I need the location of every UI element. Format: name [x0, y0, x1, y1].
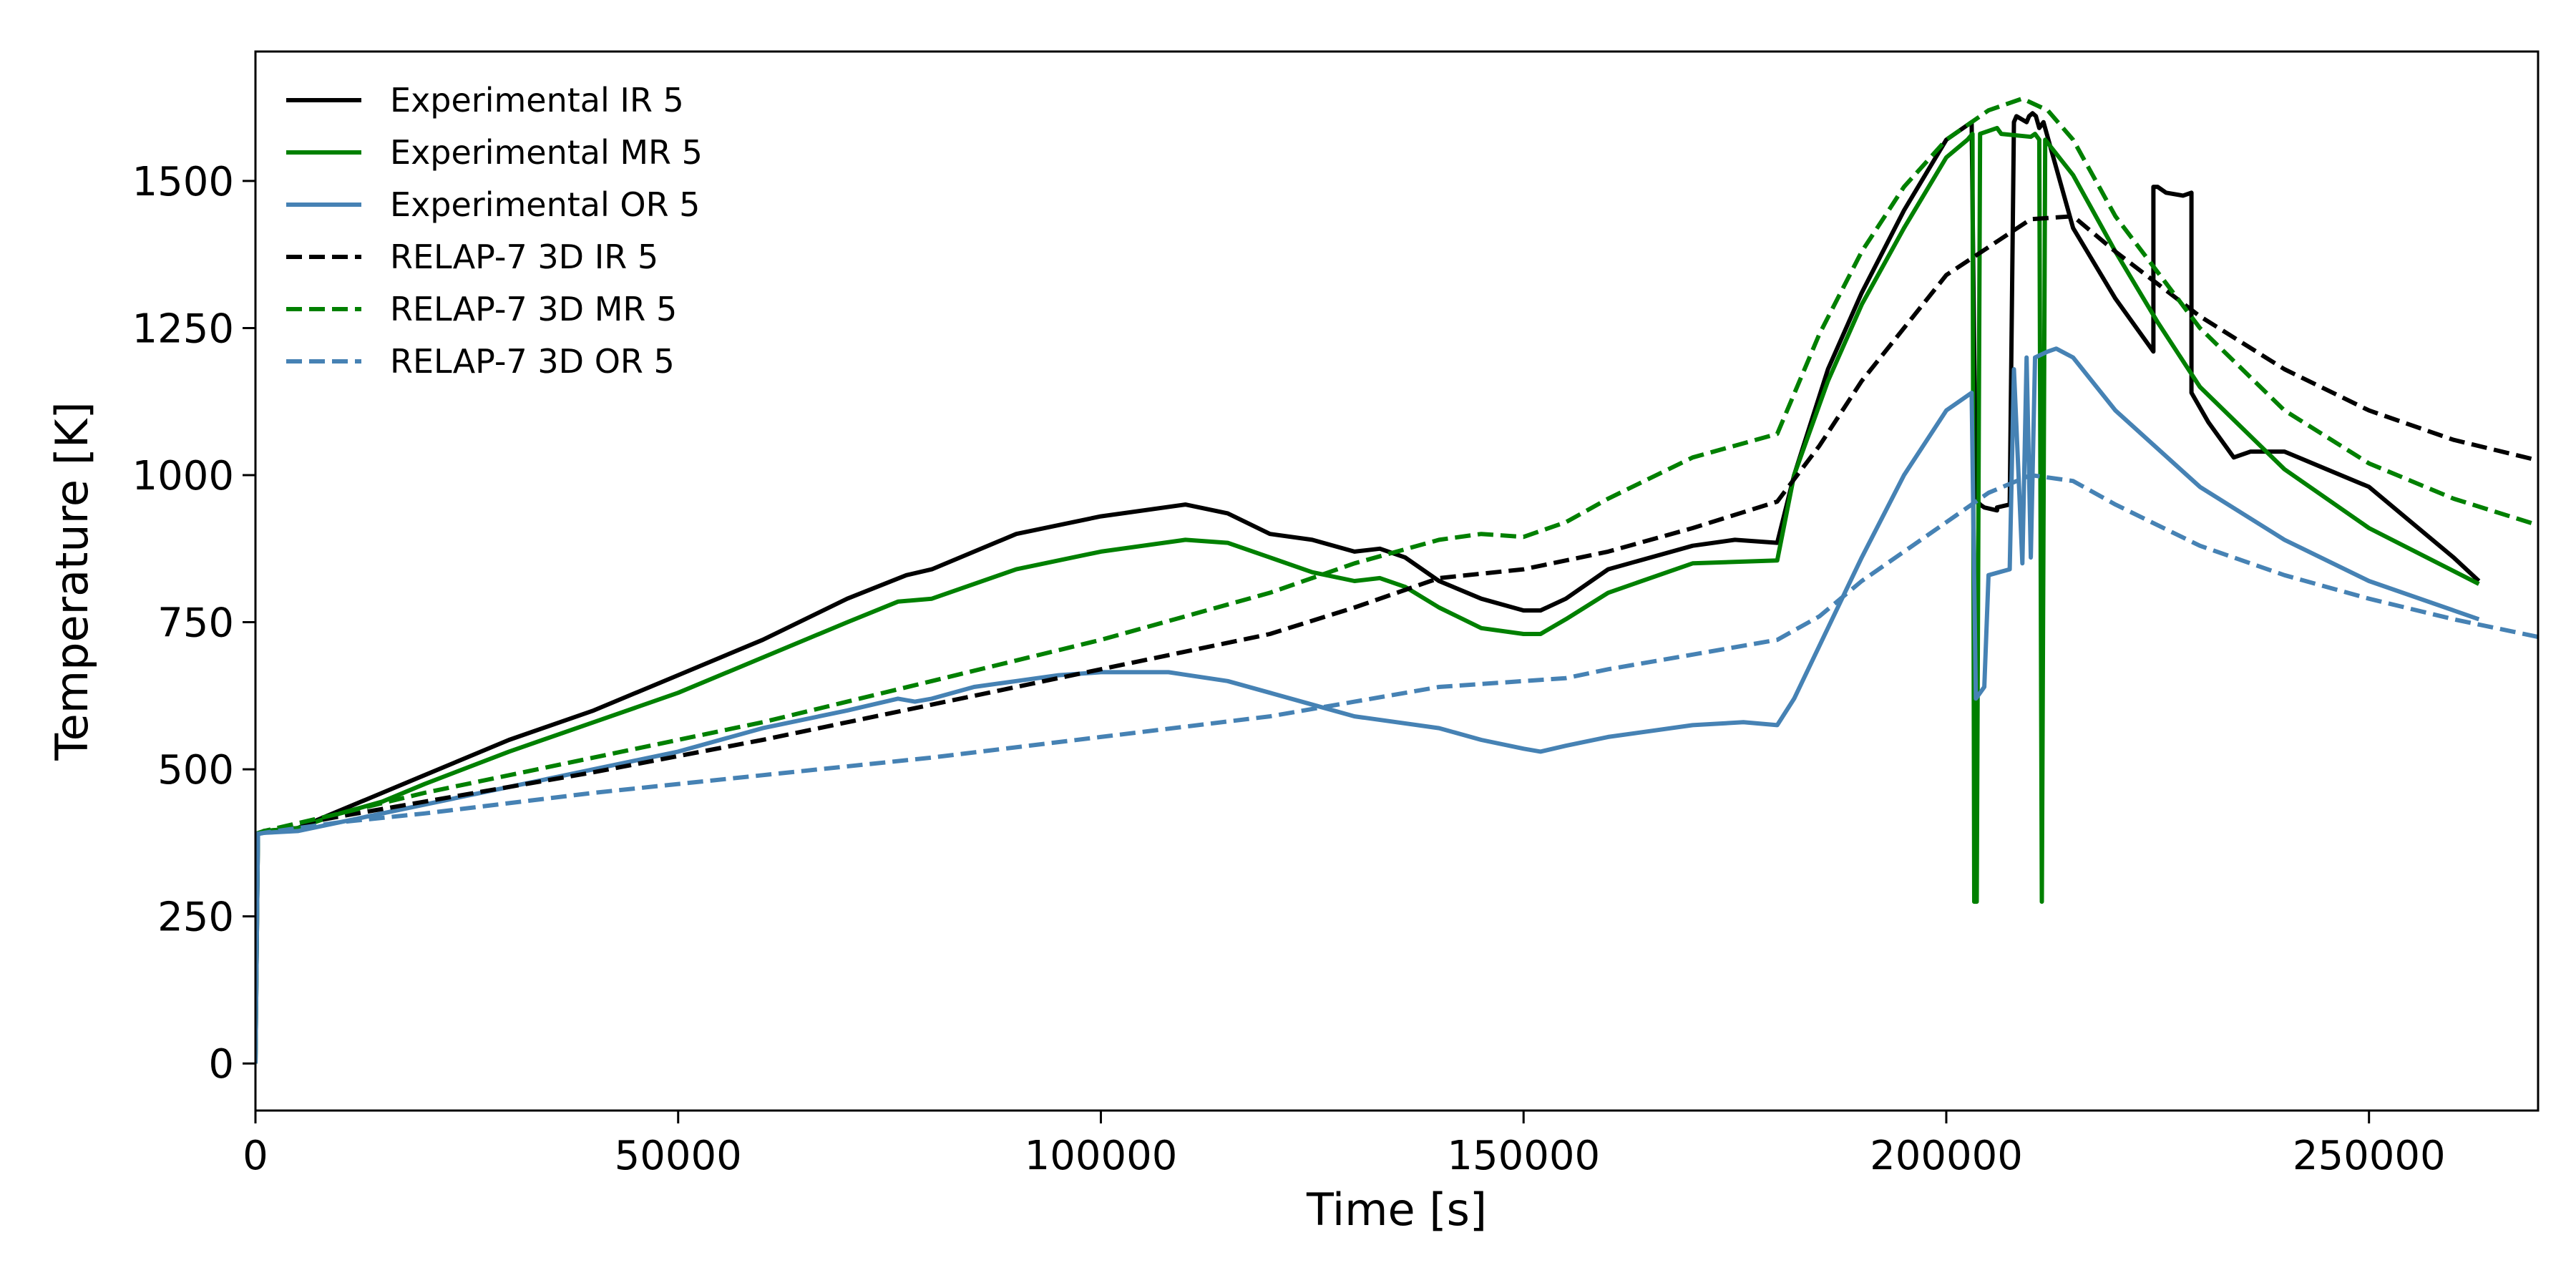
x-tick-label: 50000: [615, 1133, 742, 1179]
x-tick-label: 250000: [2293, 1133, 2446, 1179]
y-tick-label: 1250: [132, 306, 234, 352]
y-tick-label: 0: [208, 1041, 234, 1088]
legend-label-experimental-or-5: Experimental OR 5: [390, 185, 700, 224]
legend-label-relap-7-3d-ir-5: RELAP-7 3D IR 5: [390, 238, 658, 276]
series-line-relap-7-3d-ir-5: [255, 214, 2538, 836]
y-tick-label: 500: [157, 747, 234, 794]
y-axis-ticks: 0 250 500 750 1000 1250 1500: [132, 159, 255, 1088]
y-tick-label: 750: [157, 600, 234, 647]
x-axis-ticks: 0 50000 100000 150000 200000 250000: [243, 1111, 2446, 1179]
x-tick-label: 100000: [1025, 1133, 1178, 1179]
y-axis-label: Temperature [K]: [46, 401, 98, 761]
y-tick-label: 250: [157, 894, 234, 941]
series-line-relap-7-3d-mr-5: [255, 96, 2538, 836]
x-tick-label: 150000: [1447, 1133, 1600, 1179]
legend-label-experimental-ir-5: Experimental IR 5: [390, 81, 684, 119]
legend-label-experimental-mr-5: Experimental MR 5: [390, 133, 703, 172]
series-line-experimental-ir-5: [255, 111, 2481, 1064]
legend-label-relap-7-3d-mr-5: RELAP-7 3D MR 5: [390, 290, 677, 328]
x-tick-label: 0: [243, 1133, 268, 1179]
legend: Experimental IR 5 Experimental MR 5 Experi…: [286, 81, 703, 381]
series-line-experimental-mr-5: [255, 125, 2480, 1064]
x-axis-label: Time [s]: [1306, 1184, 1487, 1236]
x-tick-label: 200000: [1870, 1133, 2023, 1179]
series-line-experimental-or-5: [255, 346, 2480, 1064]
plot-frame: [254, 50, 2540, 1112]
series-line-relap-7-3d-or-5: [255, 473, 2538, 836]
legend-label-relap-7-3d-or-5: RELAP-7 3D OR 5: [390, 342, 675, 381]
y-tick-label: 1500: [132, 159, 234, 205]
series-layer: [255, 96, 2538, 1064]
y-tick-label: 1000: [132, 453, 234, 499]
